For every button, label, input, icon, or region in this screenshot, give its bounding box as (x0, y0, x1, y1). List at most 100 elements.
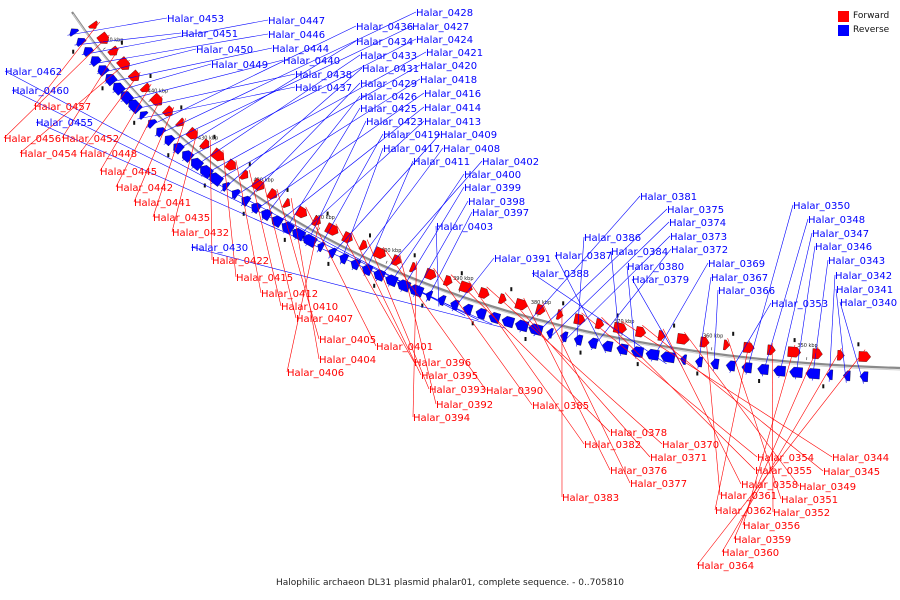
reverse-gene-arrow (120, 91, 135, 106)
gene-label-reverse: Halar_0374 (669, 218, 726, 229)
leader-line (684, 332, 800, 487)
leader-line (172, 40, 357, 153)
gene-label-reverse: Halar_0430 (191, 243, 248, 254)
forward-gene-arrow (162, 105, 173, 117)
gene-label-forward: Halar_0422 (212, 256, 269, 267)
gene-label-forward: Halar_0382 (584, 440, 641, 451)
gene-label-reverse: Halar_0388 (532, 269, 589, 280)
forward-gene-arrow (390, 254, 402, 266)
leader-line (152, 118, 186, 218)
leader-line (33, 21, 100, 107)
forward-gene-arrow (139, 82, 150, 93)
gene-label-reverse: Halar_0449 (211, 60, 268, 71)
reverse-gene-arrow (112, 82, 126, 96)
locus-marker (510, 287, 513, 292)
gene-label-reverse: Halar_0436 (356, 22, 413, 33)
gene-label-reverse: Halar_0423 (366, 117, 423, 128)
ruler-tick-label: 360 kbp (703, 333, 723, 339)
gene-label-reverse: Halar_0411 (413, 157, 470, 168)
gene-label-forward: Halar_0364 (697, 561, 754, 572)
gene-label-forward: Halar_0441 (134, 198, 191, 209)
reverse-gene-arrow (528, 323, 544, 336)
gene-label-forward: Halar_0405 (319, 335, 376, 346)
leader-line (705, 335, 721, 496)
gene-label-reverse: Halar_0381 (640, 192, 697, 203)
leader-line (811, 259, 829, 381)
leader-line (468, 280, 585, 445)
forward-gene-arrow (458, 280, 473, 294)
locus-marker (673, 323, 676, 328)
reverse-gene-arrow (631, 346, 645, 358)
gene-label-reverse: Halar_0427 (412, 22, 469, 33)
backbone-shadow (72, 13, 900, 371)
gene-label-reverse: Halar_0380 (627, 262, 684, 273)
leader-line (713, 289, 719, 371)
locus-marker (413, 253, 416, 258)
gene-label-forward: Halar_0435 (153, 213, 210, 224)
reverse-gene-arrow (69, 28, 80, 37)
leader-line (209, 139, 213, 261)
reverse-gene-arrow (616, 343, 629, 356)
locus-marker (460, 271, 463, 276)
gene-label-forward: Halar_0406 (287, 368, 344, 379)
forward-gene-arrow (409, 261, 417, 273)
forward-gene-arrow (858, 351, 871, 362)
locus-marker (822, 384, 825, 389)
reverse-gene-arrow (90, 56, 102, 67)
leader-line (519, 195, 641, 333)
leader-line (316, 133, 384, 253)
ruler-tick-label: 350 kbp (797, 343, 817, 349)
forward-gene-arrow (723, 339, 730, 351)
reverse-gene-arrow (182, 150, 195, 163)
leader-line (230, 78, 421, 199)
leader-line (3, 34, 110, 139)
gene-label-reverse: Halar_0399 (464, 183, 521, 194)
forward-gene-arrow (423, 267, 437, 281)
reverse-gene-arrow (475, 308, 488, 320)
locus-marker (524, 337, 527, 341)
leader-line (261, 95, 361, 221)
leader-line (531, 272, 667, 365)
leader-line (435, 225, 440, 307)
locus-marker (373, 283, 376, 288)
gene-label-forward: Halar_0395 (421, 371, 478, 382)
reverse-swatch (838, 24, 849, 36)
gene-label-reverse: Halar_0342 (835, 271, 892, 282)
gene-label-reverse: Halar_0348 (808, 215, 865, 226)
gene-label-reverse: Halar_0434 (356, 37, 413, 48)
locus-marker (120, 40, 123, 45)
gene-label-reverse: Halar_0425 (360, 104, 417, 115)
forward-gene-arrow (250, 177, 265, 191)
leader-line (248, 170, 282, 307)
gene-label-reverse: Halar_0453 (167, 14, 224, 25)
gene-label-forward: Halar_0354 (757, 453, 814, 464)
ruler-tick-label: 430 kbp (198, 135, 218, 141)
locus-marker (696, 371, 699, 376)
leader-line (115, 95, 163, 188)
leader-line (626, 265, 637, 359)
leader-line (210, 64, 421, 185)
gene-label-reverse: Halar_0347 (812, 229, 869, 240)
gene-label-reverse: Halar_0417 (383, 144, 440, 155)
reverse-gene-arrow (773, 365, 786, 377)
gene-label-forward: Halar_0355 (755, 466, 812, 477)
gene-label-forward: Halar_0456 (4, 134, 61, 145)
leader-line (727, 338, 782, 500)
leader-line (795, 245, 816, 380)
leader-line (191, 54, 361, 169)
leader-line (533, 208, 668, 337)
forward-gene-arrow (612, 321, 627, 334)
gene-label-forward: Halar_0356 (743, 521, 800, 532)
forward-gene-arrow (372, 246, 386, 260)
leader-line (425, 211, 473, 302)
forward-gene-arrow (358, 239, 368, 251)
gene-label-forward: Halar_0390 (486, 386, 543, 397)
leader-line (328, 133, 441, 259)
leader-line (601, 317, 756, 471)
gene-label-forward: Halar_0361 (720, 491, 777, 502)
gene-label-reverse: Halar_0402 (482, 157, 539, 168)
locus-marker (793, 338, 796, 343)
leader-line (129, 73, 296, 111)
gene-label-reverse: Halar_0460 (12, 86, 69, 97)
